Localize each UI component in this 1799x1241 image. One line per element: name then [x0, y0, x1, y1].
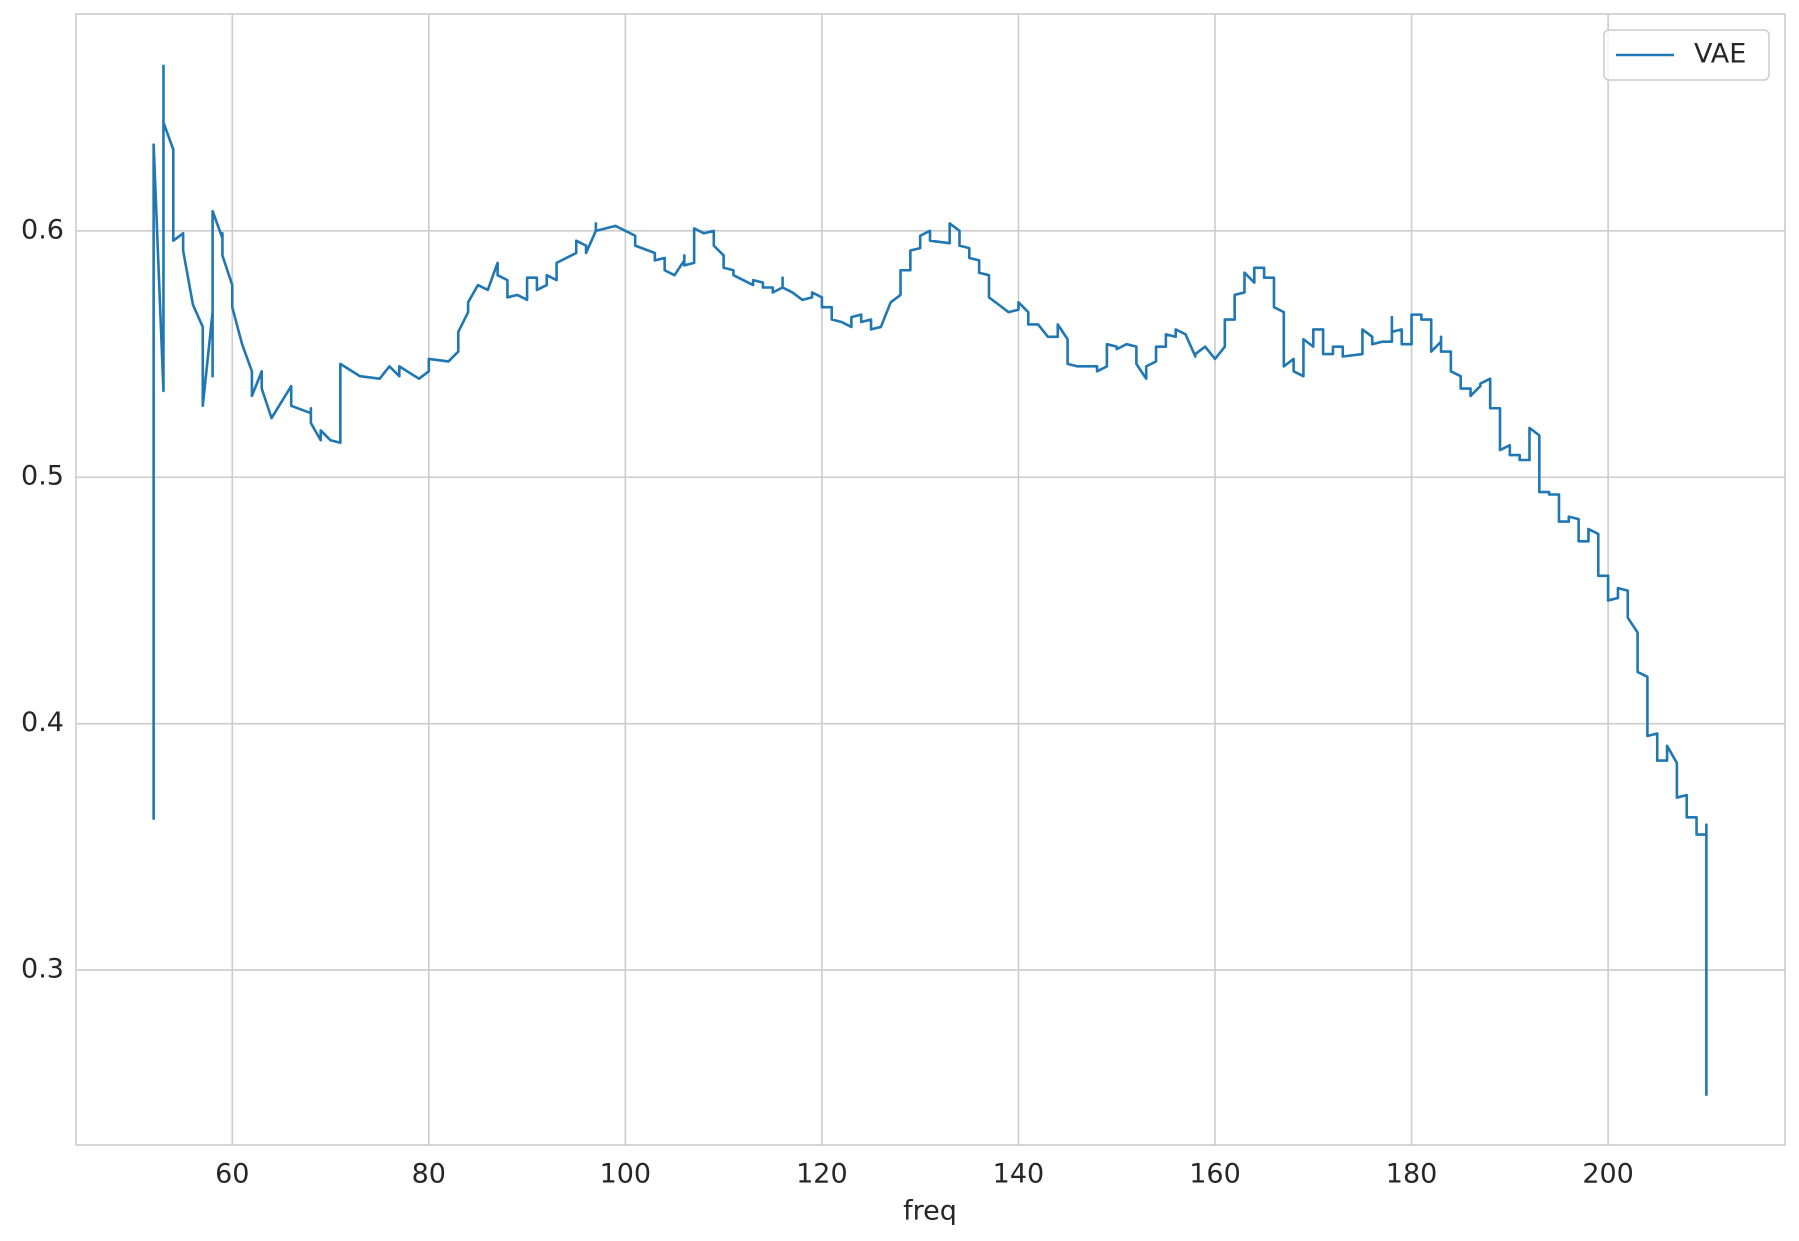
legend-box — [1603, 29, 1770, 81]
line-series — [152, 64, 1708, 1096]
y-tick-label: 0.5 — [21, 461, 64, 492]
x-tick-label: 100 — [600, 1159, 652, 1190]
x-tick-label: 140 — [993, 1159, 1045, 1190]
y-tick-label: 0.6 — [21, 214, 64, 245]
x-tick-label: 200 — [1582, 1159, 1634, 1190]
x-tick-label: 60 — [215, 1159, 249, 1190]
x-tick-label: 80 — [412, 1159, 446, 1190]
x-axis-label: freq — [903, 1196, 957, 1227]
x-tick-label: 160 — [1189, 1159, 1241, 1190]
plot-frame — [75, 13, 1786, 1146]
y-tick-label: 0.4 — [21, 707, 64, 738]
x-tick-label: 180 — [1386, 1159, 1438, 1190]
x-tick-label: 120 — [796, 1159, 848, 1190]
legend-label: VAE — [1694, 39, 1746, 70]
y-tick-label: 0.3 — [21, 954, 64, 985]
